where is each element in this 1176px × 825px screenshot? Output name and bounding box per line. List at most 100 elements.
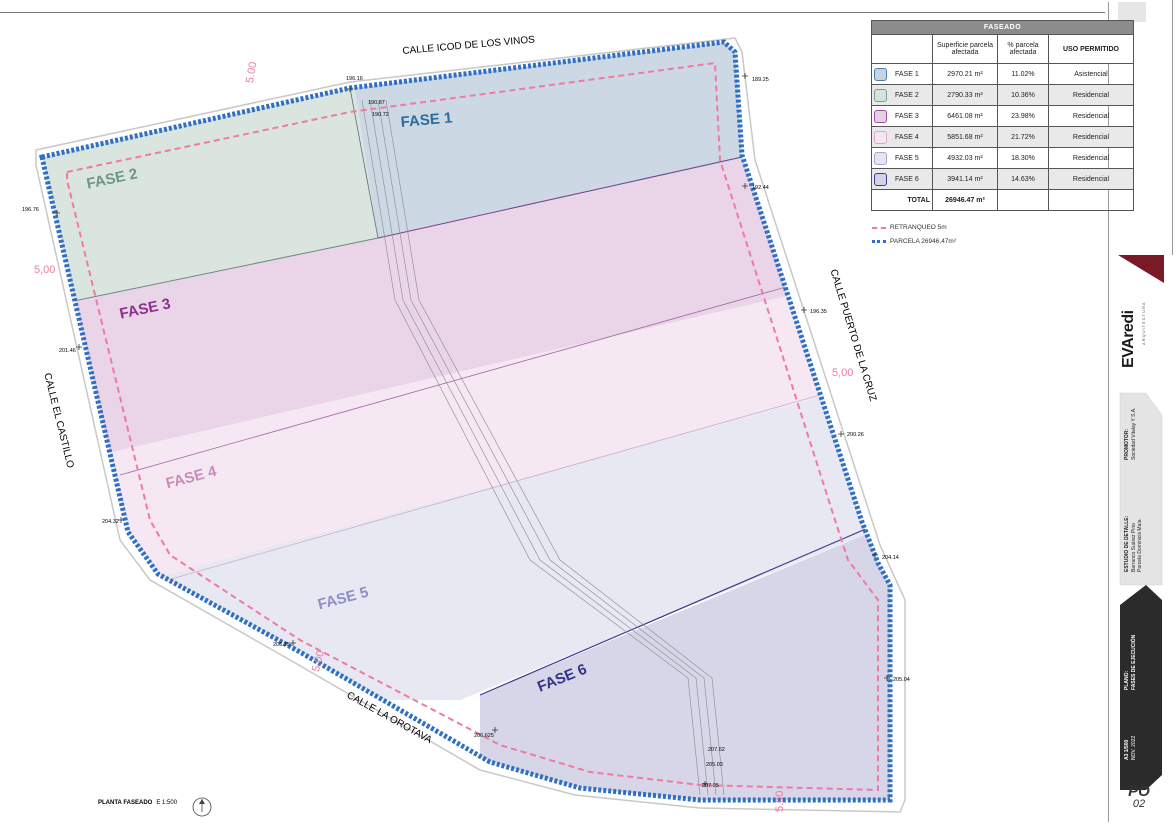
- row-surface: 5851.68 m²: [932, 126, 998, 148]
- title-block-graphics: [1118, 255, 1164, 790]
- setback-line: [66, 61, 879, 792]
- table-header-percent: % parcela afectada: [997, 34, 1049, 64]
- utility-channel: [361, 99, 725, 796]
- plan-title: PLANTA FASEADO E 1:500: [98, 800, 177, 806]
- row-percent: 21.72%: [997, 126, 1049, 148]
- row-use: Asistencial: [1048, 63, 1134, 85]
- legend-setback: RETRANQUEO 5m: [872, 224, 947, 231]
- phase-6-area: [480, 520, 890, 800]
- table-total-row: TOTAL 26946.47 m²: [871, 189, 1134, 211]
- elevation-label: 190.72: [372, 112, 389, 118]
- row-phase: FASE 5: [895, 154, 919, 162]
- setback-dim-west: 5,00: [34, 264, 56, 276]
- top-border-line: [0, 12, 1105, 13]
- elevation-label: 204.32: [102, 519, 119, 525]
- phase-swatch: [874, 151, 887, 165]
- legend-parcel: PARCELA 26946,47m²: [872, 238, 956, 245]
- row-percent: 23.98%: [997, 105, 1049, 127]
- phase-swatch: [874, 88, 887, 102]
- brand-logo: EVAredi: [1120, 310, 1138, 368]
- frame-right-border: [1108, 2, 1109, 822]
- sheet-code-prefix: PO: [1128, 783, 1150, 800]
- promotor-label: PROMOTOR:: [1124, 428, 1130, 460]
- row-phase: FASE 1: [895, 70, 919, 78]
- faseado-table: FASEADO Superficie parcela afectada % pa…: [871, 20, 1134, 211]
- elevation-label: 196.76: [22, 207, 39, 213]
- legend-parcel-label: PARCELA 26946,47m²: [890, 238, 956, 245]
- row-phase: FASE 3: [895, 112, 919, 120]
- legend-setback-line: [872, 226, 886, 229]
- elevation-label: 206.625: [474, 733, 494, 739]
- phase-swatch: [874, 172, 887, 186]
- row-surface: 3941.14 m²: [932, 168, 998, 190]
- table-header-use: USO PERMITIDO: [1048, 34, 1134, 64]
- phase-4-area: [42, 270, 890, 620]
- row-surface: 2970.21 m²: [932, 63, 998, 85]
- row-use: Residencial: [1048, 126, 1134, 148]
- row-percent: 18.30%: [997, 147, 1049, 169]
- table-row: FASE 6 3941.14 m² 14.63% Residencial: [871, 168, 1134, 190]
- table-header-surface: Superficie parcela afectada: [932, 34, 998, 64]
- sheet-date: NOV. 2022: [1131, 735, 1137, 760]
- plano-value: FASES DE EJECUCIÓN: [1131, 634, 1137, 690]
- north-arrow-icon: [192, 797, 212, 817]
- elevation-label: 204.14: [882, 555, 899, 561]
- row-surface: 6461.08 m²: [932, 105, 998, 127]
- divider-5-6: [479, 527, 869, 696]
- total-value: 26946.47 m²: [932, 189, 998, 211]
- plano-label: PLANO:: [1124, 670, 1130, 690]
- elevation-label: 189.25: [752, 77, 769, 83]
- table-row: FASE 5 4932.03 m² 18.30% Residencial: [871, 147, 1134, 169]
- sheet-code: PO 02: [1117, 783, 1161, 811]
- total-label: TOTAL: [871, 189, 933, 211]
- divider-4-5: [149, 394, 821, 586]
- top-corner-box: [1118, 2, 1146, 22]
- elevation-label: 200.26: [847, 432, 864, 438]
- row-percent: 10.36%: [997, 84, 1049, 106]
- divider-3-4: [119, 282, 801, 476]
- elevation-markers: [54, 73, 890, 787]
- estudio-label: ESTUDIO DE DETALLE:: [1124, 515, 1130, 572]
- legend-setback-label: RETRANQUEO 5m: [890, 224, 947, 231]
- row-percent: 14.63%: [997, 168, 1049, 190]
- row-use: Residencial: [1048, 84, 1134, 106]
- row-phase: FASE 4: [895, 133, 919, 141]
- frame-corner-line: [1172, 0, 1173, 255]
- row-percent: 11.02%: [997, 63, 1049, 85]
- table-title: FASEADO: [871, 20, 1134, 35]
- phase-swatch: [874, 130, 887, 144]
- phase-swatch: [874, 109, 887, 123]
- divider-1-2: [349, 87, 379, 239]
- table-row: FASE 4 5851.68 m² 21.72% Residencial: [871, 126, 1134, 148]
- table-row: FASE 1 2970.21 m² 11.02% Asistencial: [871, 63, 1134, 85]
- divider-1-3: [377, 152, 761, 239]
- elevation-label: 207.95: [702, 783, 719, 789]
- elevation-label: 190.87: [368, 100, 385, 106]
- promotor-value: Sociedad Vitalay Y S.A.: [1131, 407, 1137, 460]
- table-header-phase: [871, 34, 933, 64]
- setback-dim-east: 5,00: [832, 367, 854, 379]
- sheet-number: 02: [1132, 798, 1146, 810]
- elevation-label: 205.03: [706, 762, 723, 768]
- row-use: Residencial: [1048, 147, 1134, 169]
- row-phase: FASE 6: [895, 175, 919, 183]
- row-surface: 4932.03 m²: [932, 147, 998, 169]
- phase-3-area: [42, 130, 890, 478]
- plan-title-text: PLANTA FASEADO: [98, 800, 153, 806]
- site-plan: [35, 37, 906, 813]
- divider-2-3: [42, 237, 379, 309]
- elevation-label: 196.35: [810, 309, 827, 315]
- phase-swatch: [874, 67, 887, 81]
- brand-name: EVAredi: [1120, 310, 1137, 368]
- legend-parcel-line: [872, 240, 886, 243]
- parcel-boundary: [39, 39, 893, 803]
- elevation-label: 207.62: [708, 747, 725, 753]
- table-row: FASE 3 6461.08 m² 23.98% Residencial: [871, 105, 1134, 127]
- brand-sub: ARQUITECTURA: [1141, 301, 1146, 345]
- plan-scale: E 1:500: [156, 800, 178, 806]
- row-use: Residencial: [1048, 105, 1134, 127]
- estudio-value: Barranco Suárez Pino Parcela Dominicis M…: [1131, 519, 1143, 572]
- sheet-scale: A3 1/500: [1124, 739, 1130, 760]
- elevation-label: 205.04: [893, 677, 910, 683]
